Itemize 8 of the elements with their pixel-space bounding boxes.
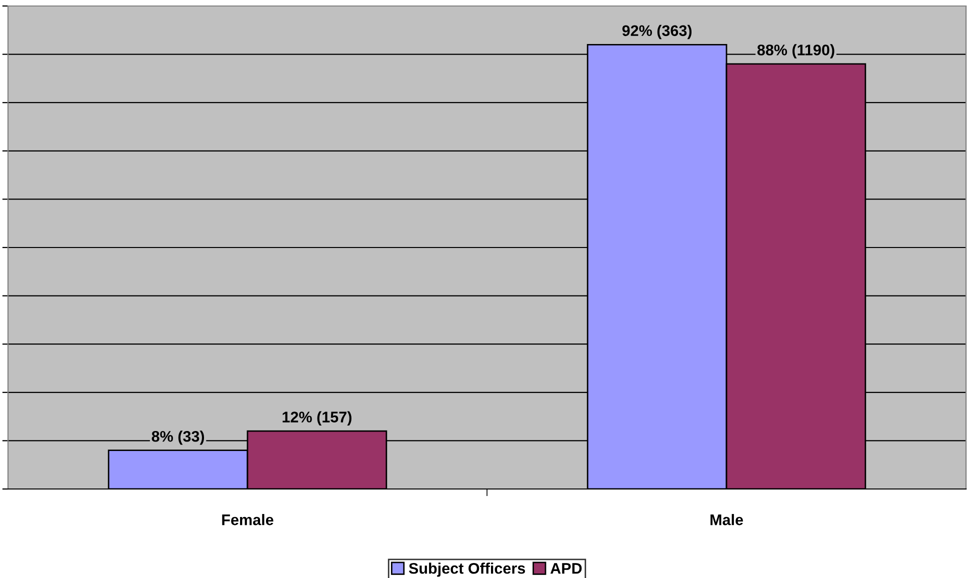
legend-label: Subject Officers	[408, 562, 526, 577]
x-tick-label: Female	[222, 514, 274, 526]
data-label: 8% (33)	[152, 430, 204, 445]
data-label: 92% (363)	[622, 24, 692, 40]
x-tick-label: Male	[710, 514, 743, 526]
legend-label: APD	[550, 563, 582, 574]
data-label: 12% (157)	[282, 411, 352, 426]
data-label: 88% (1190)	[757, 44, 834, 58]
